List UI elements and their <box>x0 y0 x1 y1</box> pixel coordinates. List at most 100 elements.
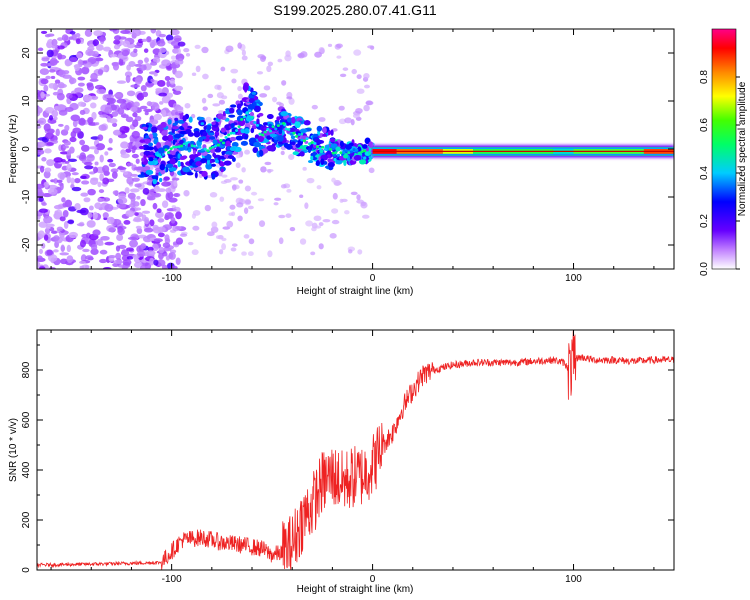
ridge-dot <box>326 144 330 148</box>
noise-speckle <box>93 148 100 155</box>
noise-speckle <box>156 259 166 267</box>
noise-speckle <box>112 62 120 71</box>
snr-y-label: SNR (10 * v/v) <box>8 418 19 482</box>
noise-speckle <box>139 105 148 110</box>
noise-speckle <box>289 226 296 232</box>
noise-speckle <box>58 109 68 116</box>
noise-speckle <box>156 208 162 214</box>
noise-speckle <box>95 143 106 151</box>
snr-panel: -100 0 100 0 200 400 600 800 Height of straight… <box>8 329 675 595</box>
signal-blob <box>145 169 154 175</box>
noise-speckle <box>131 153 139 159</box>
noise-speckle <box>237 42 242 49</box>
noise-speckle <box>172 103 178 110</box>
noise-speckle <box>49 59 60 64</box>
signal-blob <box>339 140 344 148</box>
noise-speckle <box>278 214 286 219</box>
noise-speckle <box>221 237 227 242</box>
ridge-dot <box>182 142 186 146</box>
noise-speckle <box>363 72 370 80</box>
noise-speckle <box>68 231 78 239</box>
noise-speckle <box>130 84 140 88</box>
ridge-dot <box>295 135 299 138</box>
noise-speckle <box>244 199 251 205</box>
noise-speckle <box>230 68 239 74</box>
signal-blob <box>157 147 165 154</box>
noise-speckle <box>187 241 194 246</box>
noise-speckle <box>338 105 345 111</box>
noise-speckle <box>170 55 176 60</box>
noise-speckle <box>299 238 307 245</box>
signal-blob <box>266 113 274 120</box>
signal-blob <box>177 160 181 168</box>
noise-speckle <box>86 154 95 162</box>
noise-speckle <box>134 207 142 211</box>
signal-blob <box>171 126 179 130</box>
noise-speckle <box>51 38 58 47</box>
noise-speckle <box>171 177 180 181</box>
noise-speckle <box>102 94 108 101</box>
noise-speckle <box>141 38 148 42</box>
noise-speckle <box>263 85 271 91</box>
noise-speckle <box>37 230 45 239</box>
noise-speckle <box>235 197 244 205</box>
noise-speckle <box>327 43 333 48</box>
noise-speckle <box>316 185 322 190</box>
signal-blob <box>240 140 249 146</box>
noise-speckle <box>47 254 58 263</box>
signal-blob <box>145 135 149 139</box>
ridge-dot <box>342 151 346 154</box>
noise-speckle <box>71 186 82 192</box>
noise-speckle <box>46 159 55 167</box>
noise-speckle <box>179 233 188 237</box>
snr-x-label: Height of straight line (km) <box>297 584 414 595</box>
noise-speckle <box>331 219 340 225</box>
noise-speckle <box>40 91 45 99</box>
noise-speckle <box>107 158 114 163</box>
ridge-dot <box>167 151 171 154</box>
noise-speckle <box>230 177 238 181</box>
noise-speckle <box>58 69 66 78</box>
noise-speckle <box>108 162 116 168</box>
noise-speckle <box>169 249 177 254</box>
signal-blob <box>249 111 255 117</box>
signal-blob <box>177 119 185 124</box>
noise-speckle <box>79 265 85 269</box>
noise-speckle <box>51 45 59 49</box>
ridge-dot <box>266 127 270 131</box>
signal-blob <box>172 139 176 145</box>
ridge-dot <box>193 144 197 148</box>
signal-blob <box>243 128 250 135</box>
noise-speckle <box>113 259 124 265</box>
noise-speckle <box>236 154 241 159</box>
signal-blob <box>278 128 283 135</box>
noise-speckle <box>299 194 304 198</box>
noise-speckle <box>104 241 115 246</box>
noise-speckle <box>102 212 109 219</box>
snr-y-tick-label: 600 <box>21 411 32 428</box>
noise-speckle <box>140 198 146 207</box>
noise-speckle <box>112 129 122 136</box>
signal-blob <box>211 121 216 126</box>
noise-speckle <box>64 160 70 164</box>
signal-blob <box>148 156 154 162</box>
signal-blob <box>206 124 212 131</box>
signal-blob <box>322 133 327 137</box>
noise-speckle <box>72 119 78 128</box>
signal-blob <box>177 153 181 159</box>
noise-speckle <box>174 70 183 79</box>
noise-speckle <box>77 76 86 81</box>
signal-blob <box>200 122 205 126</box>
noise-speckle <box>135 158 140 164</box>
noise-speckle <box>97 134 104 142</box>
noise-speckle <box>276 101 282 106</box>
noise-speckle <box>170 217 176 224</box>
noise-speckle <box>157 226 166 233</box>
noise-speckle <box>277 58 283 63</box>
ridge-dot <box>234 129 239 132</box>
signal-blob <box>140 171 145 176</box>
ridge-dot <box>368 151 372 155</box>
noise-speckle <box>38 208 48 213</box>
